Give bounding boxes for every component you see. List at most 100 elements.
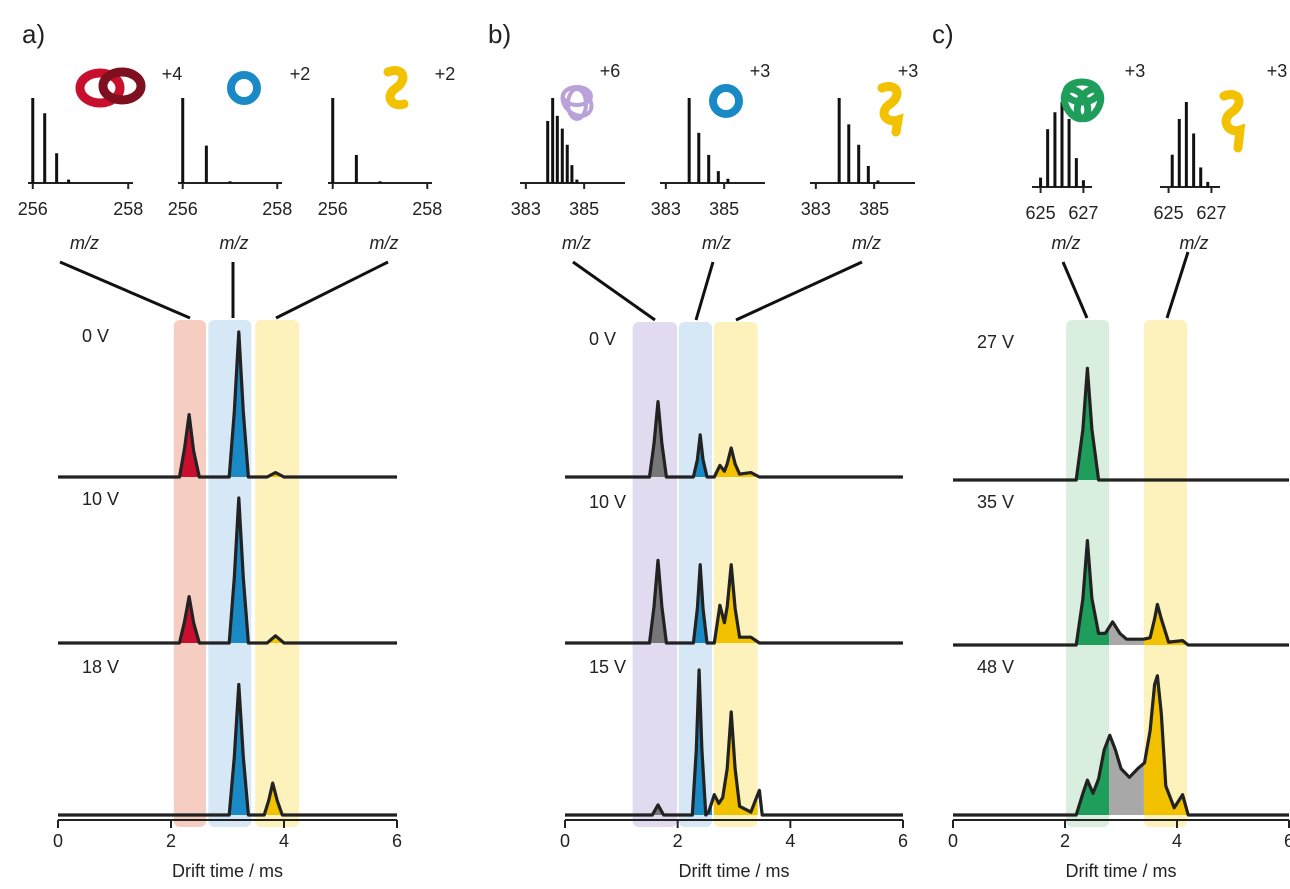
x-axis-title: Drift time / ms xyxy=(679,861,790,881)
inset-tick-label: 256 xyxy=(318,199,348,219)
highlight-band xyxy=(713,322,758,827)
inset-axis-title: m/z xyxy=(702,233,731,253)
inset-axis-title: m/z xyxy=(562,233,591,253)
voltage-label: 10 V xyxy=(82,489,119,509)
trace-line xyxy=(953,366,1289,482)
peak-fill xyxy=(953,368,1289,480)
voltage-label: 15 V xyxy=(589,657,626,677)
inset-axis-title: m/z xyxy=(220,233,249,253)
plots: a) 0 V 10 V 18 V 0 2 4 6 Drift time / ms 256 258 m/… xyxy=(18,19,1290,881)
panel-label: a) xyxy=(22,19,45,49)
connector xyxy=(735,260,863,322)
voltage-label: 0 V xyxy=(589,329,616,349)
connectors xyxy=(59,251,1190,322)
inset-tick-label: 385 xyxy=(859,199,889,219)
charge-label: +2 xyxy=(290,64,311,84)
panel-label: b) xyxy=(488,19,511,49)
x-axis-title: Drift time / ms xyxy=(172,861,283,881)
linear-icon xyxy=(877,82,904,137)
charge-label: +3 xyxy=(898,61,919,81)
trace-line xyxy=(58,682,397,817)
peak-fill xyxy=(1109,735,1144,815)
inset-axis-title: m/z xyxy=(1052,233,1081,253)
connector xyxy=(694,261,715,321)
x-tick-label: 2 xyxy=(1060,831,1070,851)
linear-icon xyxy=(1219,90,1246,153)
x-tick-label: 2 xyxy=(166,831,176,851)
trace-line xyxy=(953,539,1289,647)
highlights xyxy=(173,320,1188,827)
highlight-band xyxy=(632,322,678,827)
x-tick-label: 4 xyxy=(1172,831,1182,851)
peak-fill xyxy=(1066,368,1110,480)
charge-label: +4 xyxy=(162,64,183,84)
connector xyxy=(275,260,389,320)
inset-tick-label: 383 xyxy=(651,199,681,219)
x-tick-label: 0 xyxy=(560,831,570,851)
charge-label: +3 xyxy=(750,61,771,81)
macrocycle-icon xyxy=(709,84,743,118)
voltage-label: 10 V xyxy=(589,492,626,512)
x-tick-label: 4 xyxy=(785,831,795,851)
connector xyxy=(572,260,656,322)
peak-fill xyxy=(1066,540,1110,645)
x-tick-label: 2 xyxy=(673,831,683,851)
peak-fill xyxy=(953,368,1289,480)
trace-line xyxy=(953,674,1289,817)
inset-tick-label: 625 xyxy=(1026,203,1056,223)
inset-axis-title: m/z xyxy=(1180,233,1209,253)
voltage-label: 35 V xyxy=(977,492,1014,512)
x-tick-label: 6 xyxy=(898,831,908,851)
linear-icon xyxy=(383,66,409,110)
inset-tick-label: 383 xyxy=(801,199,831,219)
peak-fill xyxy=(1143,604,1188,645)
x-tick-label: 0 xyxy=(948,831,958,851)
macrocycle-icon xyxy=(227,71,261,105)
voltage-label: 48 V xyxy=(977,657,1014,677)
connector xyxy=(1061,261,1089,319)
highlight-band xyxy=(173,320,207,827)
inset-tick-label: 258 xyxy=(262,199,292,219)
inset-tick-label: 625 xyxy=(1154,203,1184,223)
inset-tick-label: 627 xyxy=(1068,203,1098,223)
x-axis-title: Drift time / ms xyxy=(1066,861,1177,881)
inset-tick-label: 256 xyxy=(168,199,198,219)
inset-tick-label: 627 xyxy=(1196,203,1226,223)
inset-tick-label: 385 xyxy=(709,199,739,219)
voltage-label: 18 V xyxy=(82,657,119,677)
charge-label: +3 xyxy=(1267,61,1288,81)
peak-fill xyxy=(1109,621,1144,645)
inset-tick-label: 383 xyxy=(511,199,541,219)
voltage-label: 27 V xyxy=(977,332,1014,352)
connector xyxy=(1165,251,1190,319)
catenane-icon xyxy=(75,68,125,108)
highlight-band xyxy=(255,320,300,827)
peak-fill xyxy=(173,414,207,477)
trace-line xyxy=(565,668,903,817)
highlight-band xyxy=(208,320,252,827)
knot-icon xyxy=(560,85,594,121)
inset-axis-title: m/z xyxy=(70,233,99,253)
x-tick-label: 6 xyxy=(392,831,402,851)
trace-line xyxy=(58,330,397,479)
inset-axis-title: m/z xyxy=(370,233,399,253)
charge-label: +3 xyxy=(1125,61,1146,81)
x-tick-label: 0 xyxy=(53,831,63,851)
peak-fill xyxy=(255,783,300,815)
connector xyxy=(59,260,191,320)
highlight-band xyxy=(678,322,713,827)
inset-tick-label: 256 xyxy=(18,199,48,219)
panel-label: c) xyxy=(932,19,954,49)
peak-fill xyxy=(1066,736,1110,815)
catenane-icon xyxy=(98,67,146,105)
trace-line xyxy=(58,496,397,645)
x-tick-label: 4 xyxy=(279,831,289,851)
peak-fill xyxy=(173,596,207,643)
inset-tick-label: 258 xyxy=(113,199,143,219)
peak-fill xyxy=(255,635,300,643)
charge-label: +6 xyxy=(600,61,621,81)
charge-label: +2 xyxy=(435,64,456,84)
trace-line xyxy=(565,400,903,479)
voltage-label: 0 V xyxy=(82,326,109,346)
trace-line xyxy=(565,558,903,645)
